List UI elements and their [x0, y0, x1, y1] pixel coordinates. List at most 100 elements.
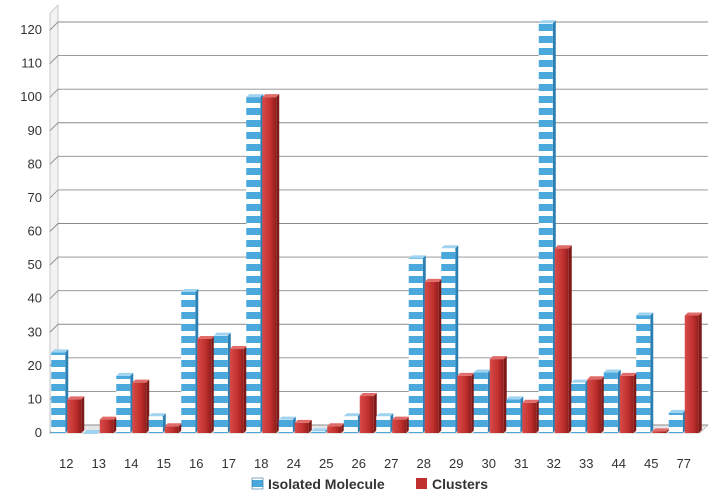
bar-clusters [99, 416, 117, 433]
bar-isolated-molecule [83, 430, 101, 434]
gridline [49, 323, 708, 333]
bar-clusters [164, 423, 182, 433]
bar-isolated-molecule [603, 369, 621, 433]
bar-front [343, 416, 358, 433]
legend-swatch-isolated-molecule [251, 477, 264, 490]
bar-isolated-molecule [278, 416, 296, 433]
bar-front [684, 315, 699, 433]
bar-isolated-molecule [311, 428, 329, 433]
bar-top [246, 94, 264, 98]
bar-top [587, 376, 605, 380]
x-tick-label: 77 [677, 456, 691, 471]
bar-top [684, 312, 702, 316]
gridline [49, 223, 708, 232]
x-tick-label: 45 [644, 456, 658, 471]
bar-top [51, 349, 69, 353]
bar-front [83, 433, 98, 434]
y-tick-label: 120 [20, 22, 42, 37]
bar-front [538, 23, 553, 434]
gridline [49, 290, 708, 299]
bar-top [408, 255, 426, 259]
x-tick-label: 15 [157, 456, 171, 471]
legend-label-clusters: Clusters [432, 476, 488, 492]
bar-isolated-molecule [148, 413, 166, 433]
bar-clusters [197, 335, 215, 433]
bar-side [406, 416, 410, 433]
x-tick-label: 25 [319, 456, 333, 471]
gridline [49, 189, 708, 199]
bar-front [116, 375, 131, 433]
bar-top [327, 423, 345, 427]
bar-side [568, 245, 572, 433]
bar-top [229, 346, 247, 350]
bar-front [473, 372, 488, 433]
y-tick-label: 110 [21, 56, 42, 71]
bar-isolated-molecule [343, 413, 361, 433]
bar-front [327, 426, 342, 433]
bar-side [633, 372, 637, 433]
x-tick-label: 32 [547, 456, 561, 471]
bar-top [668, 409, 686, 413]
bar-top [262, 94, 280, 98]
x-tick-label: 12 [59, 456, 73, 471]
bar-front [554, 248, 569, 433]
bar-top [148, 413, 166, 417]
bar-top [506, 396, 524, 400]
x-tick-label: 28 [417, 456, 431, 471]
bar-front [262, 97, 277, 434]
bar-clusters [522, 399, 540, 433]
x-tick-label: 31 [514, 456, 528, 471]
y-axis: 0 10 20 30 40 50 60 70 80 90 100 110 120 [20, 22, 42, 440]
bar-front [424, 281, 439, 433]
bar-front [408, 258, 423, 433]
bar-front [278, 419, 293, 433]
bar-front [132, 382, 147, 433]
x-tick-label: 13 [92, 456, 106, 471]
bar-side [81, 396, 85, 433]
bar-front [636, 315, 651, 433]
bar-front [197, 338, 212, 433]
legend-label-isolated-molecule: Isolated Molecule [268, 476, 385, 492]
y-tick-label: 90 [28, 123, 42, 138]
bar-top [359, 393, 377, 397]
bar-side [276, 94, 280, 434]
legend: Isolated Molecule Clusters [251, 476, 488, 492]
bar-top [132, 379, 150, 383]
y-tick-label: 0 [35, 425, 42, 440]
bar-top [636, 312, 654, 316]
bar-isolated-molecule [668, 409, 686, 433]
bar-top [424, 278, 442, 282]
bar-front [213, 335, 228, 433]
bar-isolated-molecule [473, 369, 491, 433]
bar-side [178, 423, 182, 433]
bar-front [246, 97, 261, 434]
y-tick-label: 20 [28, 358, 42, 373]
bar-side [146, 379, 150, 433]
gridline [49, 155, 708, 165]
bar-top [441, 245, 459, 249]
bar-side [341, 423, 345, 433]
bar-isolated-molecule [246, 94, 264, 434]
bar-front [587, 379, 602, 433]
bar-isolated-molecule [538, 20, 556, 434]
bar-front [376, 416, 391, 433]
bars [51, 20, 702, 434]
bar-side [471, 372, 475, 433]
bar-top [213, 332, 231, 336]
bar-isolated-molecule [571, 379, 589, 433]
bar-front [359, 396, 374, 433]
bar-isolated-molecule [51, 349, 69, 433]
bar-side [503, 356, 507, 433]
bar-front [392, 419, 407, 433]
bar-clusters [489, 356, 507, 433]
bar-front [51, 352, 66, 433]
bar-clusters [294, 419, 312, 433]
bar-front [99, 419, 114, 433]
bar-front [294, 422, 309, 433]
gridline [49, 21, 708, 31]
bar-side [601, 376, 605, 433]
bar-top [181, 288, 199, 292]
x-tick-label: 17 [222, 456, 236, 471]
gridline [49, 122, 708, 132]
bar-side [308, 419, 312, 433]
